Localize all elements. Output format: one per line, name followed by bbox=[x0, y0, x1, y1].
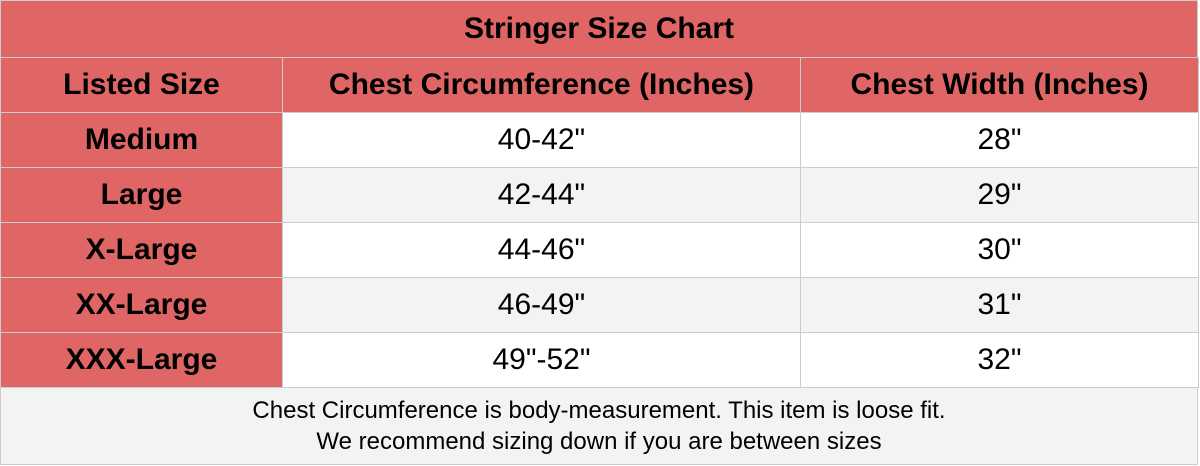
table-cell: 32" bbox=[800, 332, 1199, 388]
table-cell: 30" bbox=[800, 222, 1199, 278]
table-cell: 46-49" bbox=[282, 277, 801, 333]
row-header: Large bbox=[0, 167, 283, 223]
table-title: Stringer Size Chart bbox=[0, 0, 1198, 58]
column-header: Chest Width (Inches) bbox=[800, 57, 1199, 113]
table-cell: 42-44" bbox=[282, 167, 801, 223]
table-cell: 28" bbox=[800, 112, 1199, 168]
row-header: X-Large bbox=[0, 222, 283, 278]
table-cell: 44-46" bbox=[282, 222, 801, 278]
table-cell: 40-42" bbox=[282, 112, 801, 168]
table-cell: 29" bbox=[800, 167, 1199, 223]
row-header: XXX-Large bbox=[0, 332, 283, 388]
row-header: Medium bbox=[0, 112, 283, 168]
column-header: Chest Circumference (Inches) bbox=[282, 57, 801, 113]
footer-line: We recommend sizing down if you are betw… bbox=[316, 428, 882, 455]
column-header: Listed Size bbox=[0, 57, 283, 113]
table-cell: 49"-52" bbox=[282, 332, 801, 388]
table-footer: Chest Circumference is body-measurement.… bbox=[0, 387, 1198, 465]
row-header: XX-Large bbox=[0, 277, 283, 333]
footer-line: Chest Circumference is body-measurement.… bbox=[252, 397, 946, 424]
table-cell: 31" bbox=[800, 277, 1199, 333]
